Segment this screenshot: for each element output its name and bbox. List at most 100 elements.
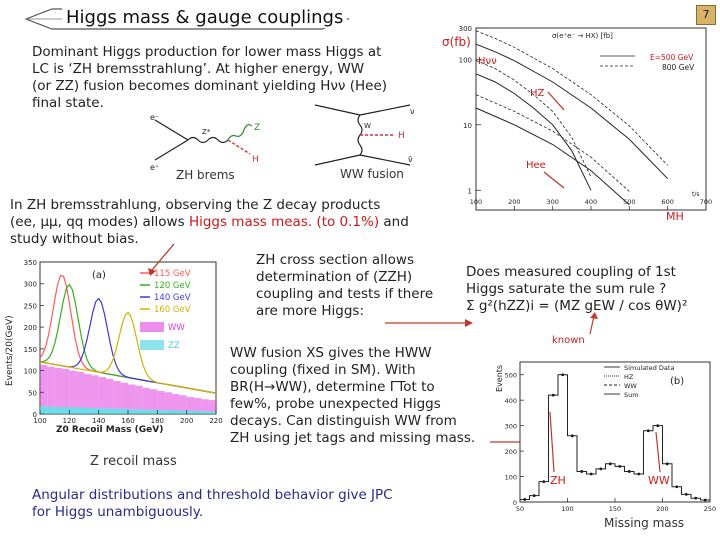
zz-paragraph: ZH cross section allows determination of… [256,252,466,320]
mm-peak-label-zh: ZH [550,474,566,487]
zr-bar-ww [164,392,172,411]
zz-line: determination of (ZZH) [256,269,413,285]
intro-line: Dominant Higgs production for lower mass… [32,44,382,60]
known-label: known [552,335,585,346]
mm-ytick-label: 0 [513,499,517,507]
mm-ylabel: Events [495,365,504,392]
mm-ytick-label: 200 [505,448,517,456]
xs-ytick-label: 10 [463,122,472,130]
xs-xtick-label: 700 [700,198,712,206]
xs-legend-header: σ(e⁺e⁻ → HX) [fb] [552,32,613,40]
z-recoil-arrow [148,243,175,276]
z-recoil-caption: Z recoil mass [90,454,177,469]
zr-bar-ww [135,385,143,410]
zr-bar-ww [186,397,194,411]
zr-bar-ww [84,374,92,408]
zr-bar-ww [172,394,180,411]
zr-ytick-label: 200 [24,324,37,332]
mm-xtick-label: 150 [609,505,621,513]
zr-bar-zz [164,410,172,414]
xs-arrow-hee [543,171,565,189]
zr-bar-zz [208,411,216,414]
zr-bar-ww [98,377,106,409]
zr-bar-zz [98,408,106,414]
zz-line: coupling and tests if there [256,286,434,302]
zr-bar-ww [62,368,70,408]
xs-curve-label-hnn: Hνν [478,56,497,67]
label-h: H [252,155,259,165]
label-h-ww: H [398,131,405,141]
label-nu: ν [410,107,415,116]
zr-ytick-label: 150 [24,346,37,354]
ww-line: ZH using jet tags and missing mass. [230,430,476,446]
label-z-star: Z* [202,128,211,136]
sum-rule-line: Higgs saturate the sum rule ? [466,281,667,297]
xs-ytick-label: 300 [459,25,472,33]
xs-curve-label-hee: Hee [526,160,546,171]
zr-bar-zz [120,408,128,414]
ww-line: decays. Can distinguish WW from [230,413,457,429]
zr-bar-ww [47,366,55,407]
mm-legend-entry: Simulated Data [624,364,674,372]
zr-bar-zz [150,409,158,414]
zr-bar-zz [91,407,99,414]
intro-line: LC is ‘ZH bremsstrahlung’. At higher ene… [32,61,365,77]
mm-ytick-label: 300 [505,423,517,431]
zr-bar-ww [142,387,150,410]
zr-bar-ww [150,389,158,410]
page-title: Higgs mass & gauge couplings [62,7,348,28]
label-w: W [364,122,371,130]
xs-xtick-label: 400 [585,198,597,206]
zr-bar-zz [179,410,187,414]
mm-legend-entry: HZ [624,373,634,381]
sum-rule-formula: Σ g²(hZZ)i = (MZ gEW / cos θW)² [466,298,688,314]
intro-line: final state. [32,95,104,111]
zr-bar-ww [157,390,165,411]
zr-bar-ww [91,375,99,408]
xs-xtick-label: 300 [546,198,558,206]
zr-legend-entry: 160 GeV [154,305,191,315]
zr-bar-ww [128,384,136,410]
zr-bar-zz [47,406,55,414]
xs-ytick-label: 1 [468,187,472,195]
xs-corner-label: t/s [692,191,700,198]
mm-ytick-label: 500 [505,372,517,380]
zh-line-part: and [379,214,409,230]
ww-feynman-diagram: H W ν ν̄ [314,104,415,166]
zr-ytick-label: 250 [24,302,37,310]
zz-line: ZH cross section allows [256,252,415,268]
zr-bar-zz [54,407,62,414]
mm-sum-line [520,374,710,501]
zr-bar-zz [76,407,84,414]
xs-series-line [475,107,630,206]
zr-bar-zz [135,409,143,414]
xs-curve-label-hz: HZ [530,88,545,99]
sum-rule-line: Does measured coupling of 1st [466,264,676,280]
slide-number: 7 [696,5,716,25]
mm-arrow-ww [655,431,661,473]
zr-bar-ww [179,395,187,411]
zr-legend-swatch [140,340,164,350]
zr-legend-entry: 140 GeV [154,293,191,303]
zr-ytick-label: 100 [24,368,37,376]
xs-series-line [475,73,592,191]
zr-bar-zz [106,408,114,414]
zr-bar-zz [62,407,70,414]
mm-ytick-label: 400 [505,397,517,405]
zr-ytick-label: 50 [28,389,37,397]
zr-xtick-label: 160 [121,417,134,425]
zr-bar-ww [201,399,209,412]
zr-bar-zz [40,406,48,414]
xs-series-line-800 [475,30,668,166]
missing-mass-caption: Missing mass [604,516,685,530]
zh-line: (ee, μμ, qq modes) allows Higgs mass mea… [10,214,460,231]
xs-ylabel: σ(fb) [442,35,471,49]
mm-xtick-label: 100 [561,505,573,513]
zh-paragraph: In ZH bremsstrahlung, observing the Z de… [10,197,460,248]
xs-xlabel: MH [666,210,684,220]
mm-legend-entry: WW [624,382,637,390]
zr-bar-zz [157,410,165,414]
zr-ylabel: Events/20(GeV) [5,315,15,386]
ww-paragraph: WW fusion XS gives the HWW coupling (fix… [230,345,500,447]
bottom-line: Angular distributions and threshold beha… [32,487,393,503]
